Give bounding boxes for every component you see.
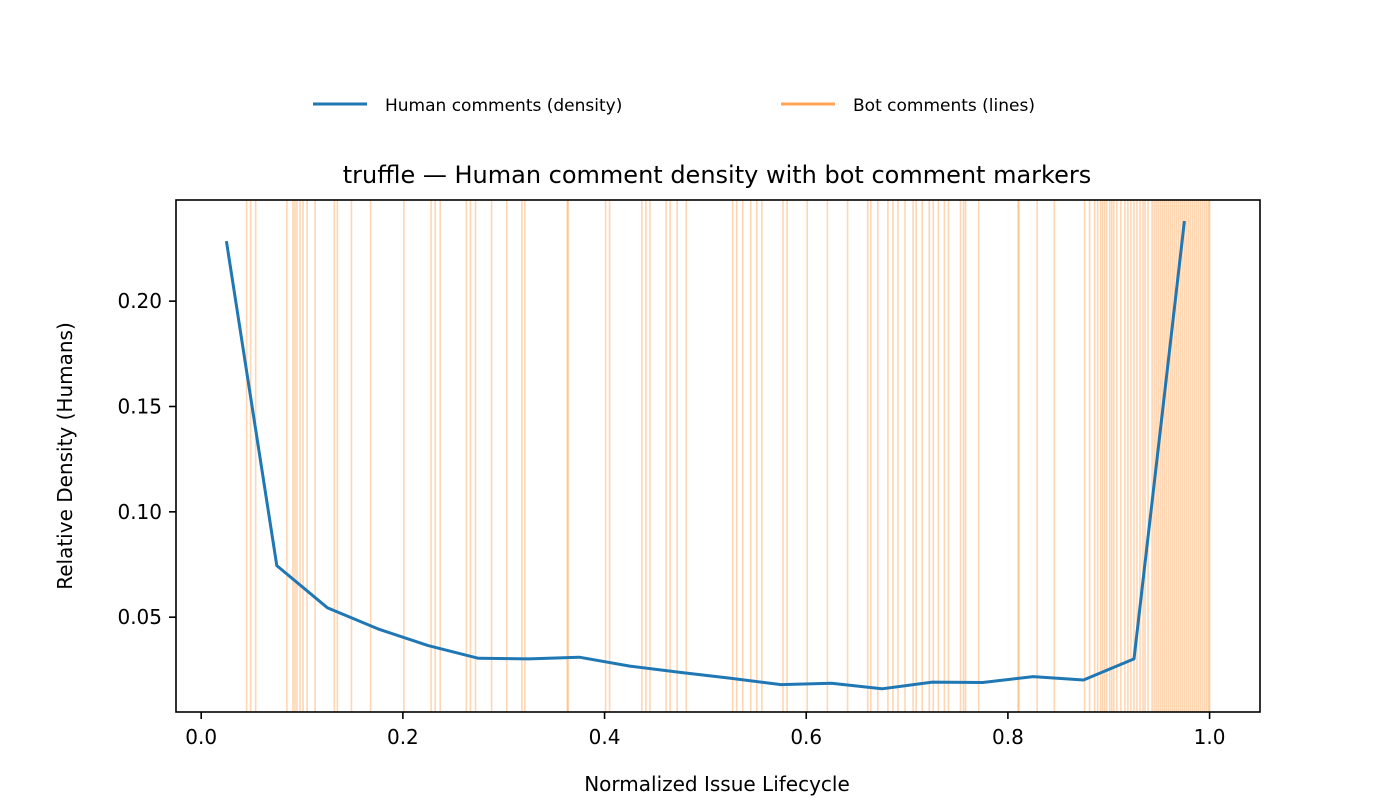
legend-label-bot: Bot comments (lines) — [853, 96, 1035, 116]
x-tick-label: 1.0 — [1194, 725, 1226, 749]
legend: Human comments (density) Bot comments (l… — [313, 96, 1035, 116]
x-tick-label: 0.6 — [790, 725, 822, 749]
human-density-line — [224, 220, 1186, 691]
x-tick-label: 0.8 — [992, 725, 1024, 749]
x-tick-label: 0.0 — [185, 725, 217, 749]
y-tick-label: 0.05 — [117, 605, 162, 629]
human-series — [224, 220, 1186, 691]
y-tick-label: 0.10 — [117, 500, 162, 524]
x-tick-label: 0.4 — [589, 725, 621, 749]
y-axis: 0.05 0.10 0.15 0.20 — [117, 289, 176, 629]
x-axis-label: Normalized Issue Lifecycle — [584, 772, 850, 796]
y-tick-label: 0.15 — [117, 394, 162, 418]
chart-title: truffle — Human comment density with bot… — [343, 161, 1091, 189]
bot-lines — [245, 200, 1211, 712]
x-tick-label: 0.2 — [387, 725, 419, 749]
y-axis-label: Relative Density (Humans) — [53, 322, 77, 590]
plot-frame — [175, 199, 1261, 713]
legend-label-human: Human comments (density) — [385, 96, 622, 116]
y-tick-label: 0.20 — [117, 289, 162, 313]
x-axis: 0.0 0.2 0.4 0.6 0.8 1.0 — [185, 712, 1225, 749]
